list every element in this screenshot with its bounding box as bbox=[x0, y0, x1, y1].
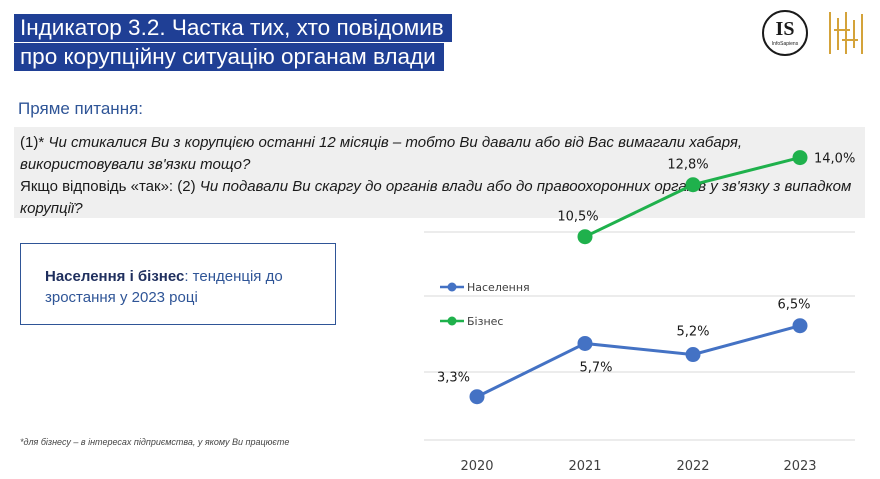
x-tick-label: 2020 bbox=[460, 459, 493, 474]
legend-label: Бізнес bbox=[467, 315, 503, 328]
question-1-prefix: (1)* bbox=[20, 134, 49, 151]
question-1: (1)* Чи стикалися Ви з корупцією останні… bbox=[20, 132, 859, 176]
footnote: *для бізнесу – в інтересах підприємства,… bbox=[20, 437, 290, 447]
summary-bold: Населення і бізнес bbox=[45, 268, 185, 285]
legend-marker bbox=[447, 282, 457, 292]
data-point-business bbox=[577, 229, 593, 245]
page-title-line-1: Індикатор 3.2. Частка тих, хто повідомив bbox=[14, 14, 452, 42]
infosapiens-logo: IS InfoSapiens bbox=[762, 10, 808, 56]
summary-box: Населення і бізнес: тенденція до зростан… bbox=[20, 243, 336, 325]
data-label-population: 3,3% bbox=[437, 371, 470, 386]
data-point-population bbox=[685, 347, 701, 363]
summary-rest: : тенденція до зростання у 2023 році bbox=[45, 268, 283, 306]
data-point-population bbox=[792, 318, 808, 334]
question-1-text: Чи стикалися Ви з корупцією останні 12 м… bbox=[20, 134, 743, 173]
page-title-line-2: про корупційну ситуацію органам влади bbox=[14, 43, 444, 71]
legend-marker bbox=[447, 316, 457, 326]
x-tick-label: 2021 bbox=[568, 459, 601, 474]
legend-label: Населення bbox=[467, 281, 530, 294]
data-label-population: 5,2% bbox=[676, 325, 709, 340]
series-line-population bbox=[476, 324, 801, 399]
data-label-business: 14,0% bbox=[814, 152, 855, 167]
logo-subtext: InfoSapiens bbox=[771, 41, 799, 47]
data-point-business bbox=[792, 150, 808, 166]
data-label-population: 6,5% bbox=[777, 298, 810, 313]
question-2-prefix: Якщо відповідь «так»: (2) bbox=[20, 178, 200, 195]
partner-logo-icon bbox=[829, 12, 863, 54]
logo-text: IS bbox=[775, 18, 795, 40]
data-label-business: 10,5% bbox=[557, 210, 598, 225]
question-box: (1)* Чи стикалися Ви з корупцією останні… bbox=[14, 127, 865, 218]
x-tick-label: 2023 bbox=[783, 459, 816, 474]
subtitle: Пряме питання: bbox=[18, 99, 144, 118]
data-point-business bbox=[685, 177, 701, 193]
data-point-population bbox=[577, 335, 593, 351]
data-point-population bbox=[469, 389, 485, 405]
x-tick-label: 2022 bbox=[676, 459, 709, 474]
data-label-business: 12,8% bbox=[667, 158, 708, 173]
data-label-population: 5,7% bbox=[579, 360, 612, 375]
